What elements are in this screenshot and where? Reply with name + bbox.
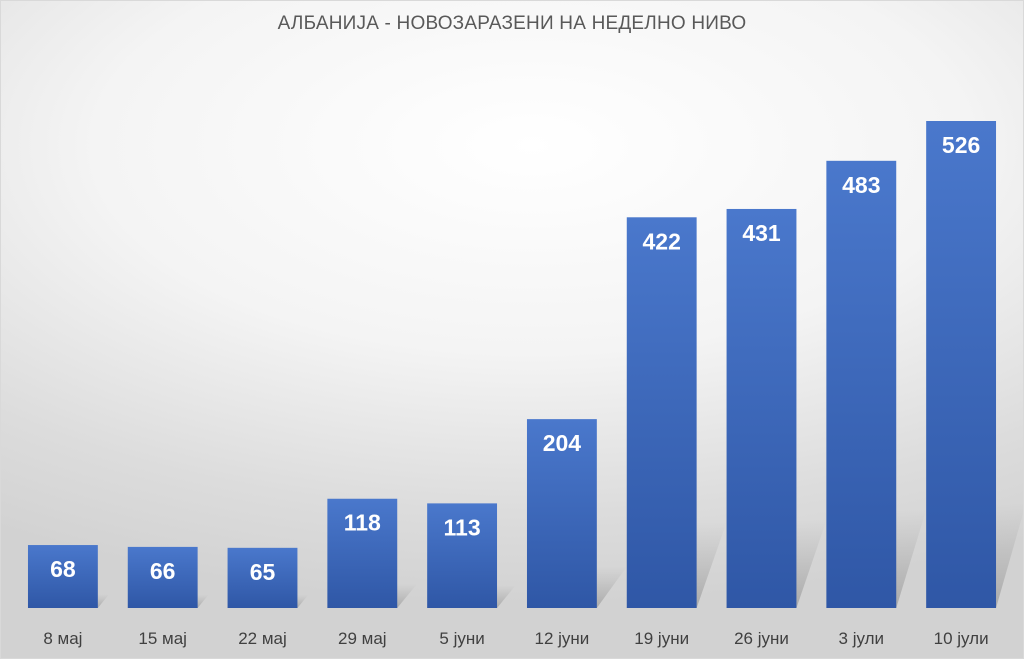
data-label: 526 — [942, 132, 980, 158]
bar — [127, 546, 198, 608]
data-label: 118 — [344, 510, 381, 536]
data-label: 65 — [250, 559, 276, 585]
bars-group — [27, 121, 997, 609]
data-label: 422 — [643, 228, 681, 254]
category-label: 15 мај — [138, 629, 187, 648]
bar — [427, 503, 498, 608]
category-label: 10 јули — [934, 629, 989, 648]
data-label: 431 — [742, 220, 781, 246]
data-label: 66 — [150, 558, 176, 584]
chart-title: АЛБАНИЈА - НОВОЗАРАЗЕНИ НА НЕДЕЛНО НИВО — [277, 13, 747, 34]
bar — [726, 208, 797, 608]
category-label: 19 јуни — [634, 629, 689, 648]
category-label: 22 мај — [238, 629, 287, 648]
bar — [27, 545, 98, 608]
bar — [327, 498, 398, 608]
category-label: 3 јули — [839, 629, 885, 648]
data-label: 68 — [50, 556, 76, 582]
data-labels-group: 68 66 65 118 113 204 422 431 483 526 — [50, 132, 980, 585]
category-label: 5 јуни — [439, 629, 484, 648]
bar — [826, 160, 897, 609]
category-label: 29 мај — [338, 629, 387, 648]
category-label: 26 јуни — [734, 629, 789, 648]
data-label: 483 — [842, 172, 880, 198]
bar — [227, 547, 298, 608]
category-labels-group: 8 мај 15 мај 22 мај 29 мај 5 јуни 12 јуни 19 ј… — [43, 629, 988, 648]
bar — [526, 419, 597, 608]
category-label: 8 мај — [43, 629, 82, 648]
data-label: 204 — [543, 430, 582, 456]
data-label: 113 — [444, 514, 481, 540]
bar — [626, 217, 697, 608]
bar — [926, 121, 997, 608]
category-label: 12 јуни — [535, 629, 590, 648]
